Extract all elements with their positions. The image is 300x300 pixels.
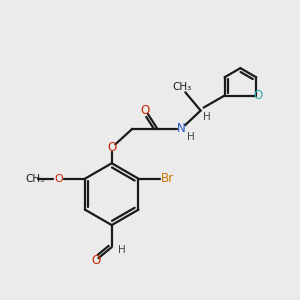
Text: O: O (253, 89, 262, 102)
Text: O: O (107, 141, 116, 154)
Text: H: H (118, 245, 126, 255)
Text: CH₃: CH₃ (173, 82, 192, 92)
Text: CH₃: CH₃ (25, 174, 44, 184)
Text: O: O (140, 104, 150, 117)
Text: H: H (203, 112, 210, 122)
Text: H: H (187, 132, 195, 142)
Text: Br: Br (160, 172, 174, 185)
Text: N: N (177, 122, 186, 135)
Text: O: O (54, 174, 63, 184)
Text: O: O (91, 254, 100, 267)
